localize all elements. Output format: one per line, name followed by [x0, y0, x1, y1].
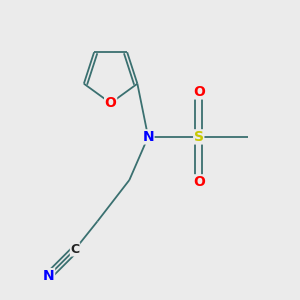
Text: N: N	[43, 268, 55, 283]
Text: N: N	[142, 130, 154, 144]
Text: O: O	[193, 85, 205, 99]
Text: S: S	[194, 130, 204, 144]
Text: O: O	[193, 175, 205, 189]
Text: C: C	[70, 243, 80, 256]
Text: O: O	[105, 96, 117, 110]
